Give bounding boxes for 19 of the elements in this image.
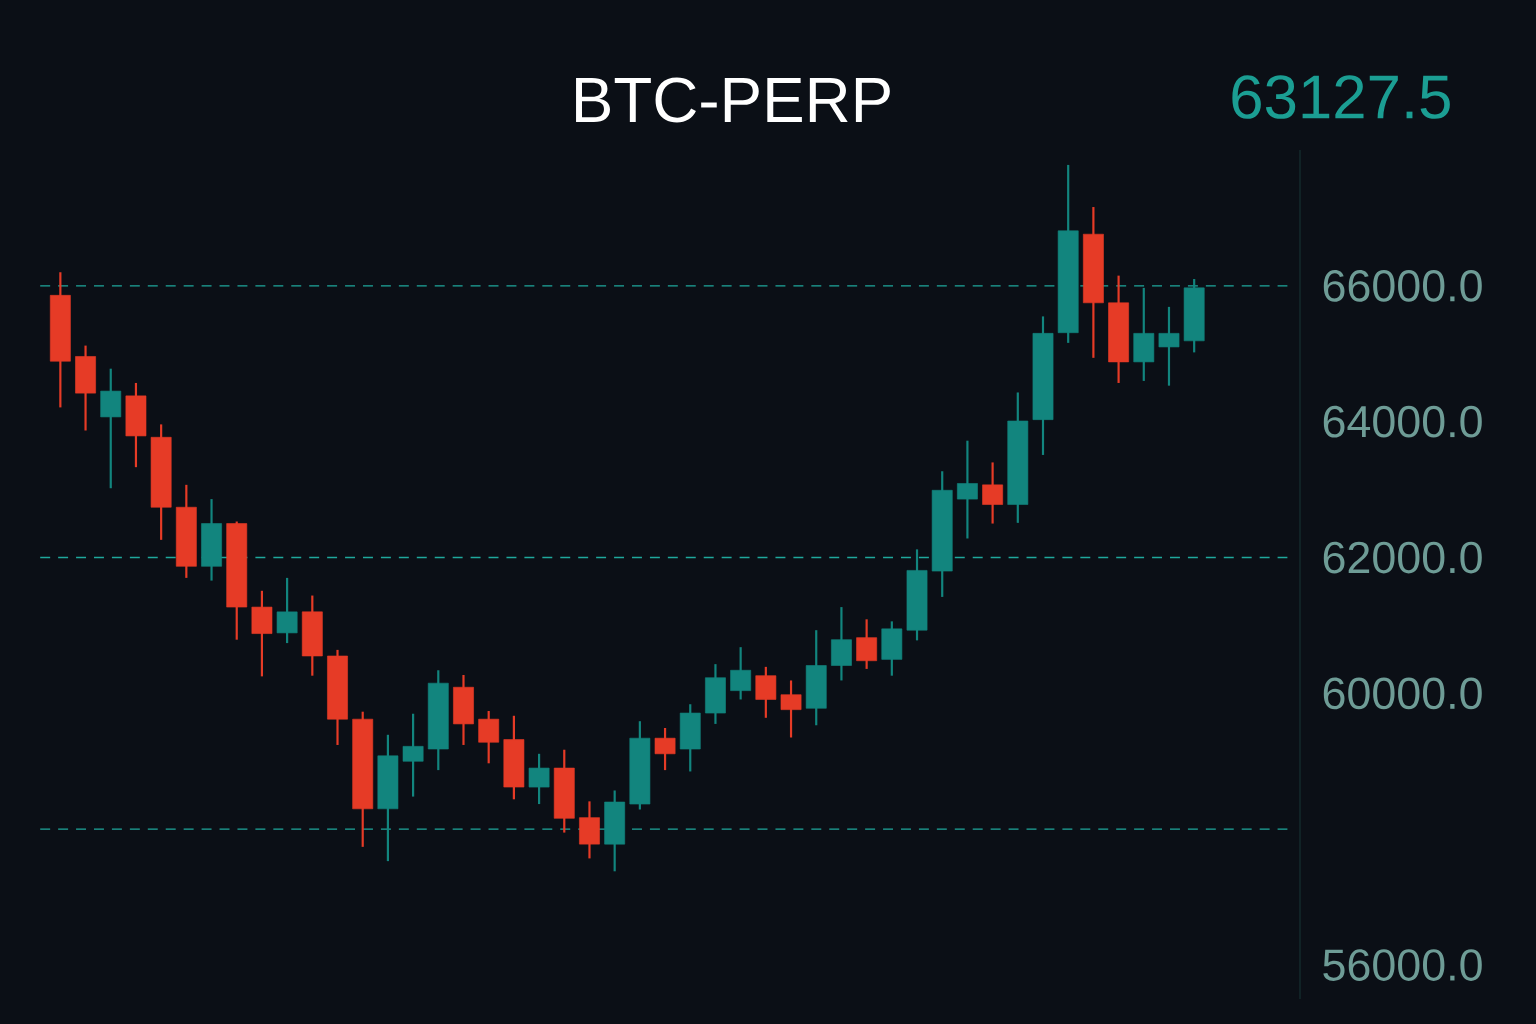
candlestick xyxy=(755,665,777,719)
y-tick-label: 60000.0 xyxy=(1323,677,1482,710)
candlestick xyxy=(856,618,878,670)
candlestick xyxy=(402,712,424,798)
candlestick xyxy=(1158,305,1180,387)
candlestick xyxy=(528,752,550,806)
candlestick xyxy=(780,679,802,739)
candlestick xyxy=(276,576,298,645)
chart-title: BTC-PERP xyxy=(576,77,890,123)
candlestick xyxy=(957,439,978,540)
text: 63127.5 xyxy=(1232,75,1450,119)
candlestick xyxy=(982,461,1003,525)
y-tick-label: 56000.0 xyxy=(1323,949,1482,981)
candlestick xyxy=(730,646,752,701)
y-tick-label: 66000.0 xyxy=(1323,269,1482,302)
candlestick xyxy=(654,726,676,772)
y-tick-label: 64000.0 xyxy=(1323,405,1482,438)
y-tick-label: 62000.0 xyxy=(1323,541,1482,574)
candlestick xyxy=(478,709,500,765)
